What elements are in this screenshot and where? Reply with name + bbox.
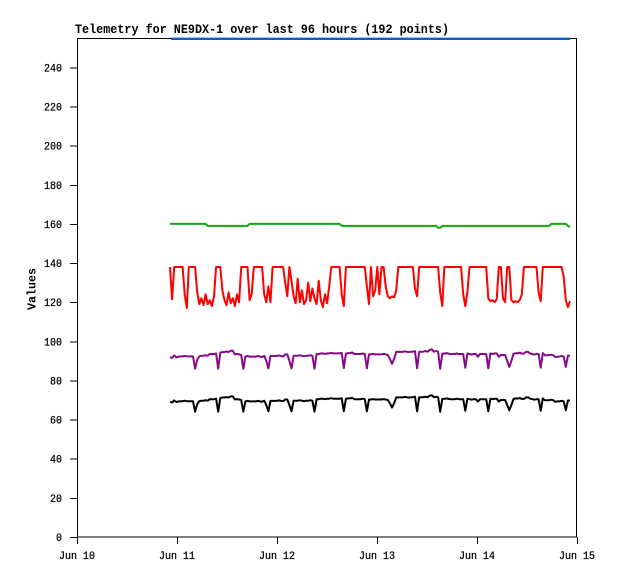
svg-text:Telemetry for NE9DX-1 over las: Telemetry for NE9DX-1 over last 96 hours… [75, 22, 449, 37]
svg-text:220: 220 [44, 103, 62, 115]
svg-text:120: 120 [44, 298, 62, 310]
svg-text:80: 80 [50, 377, 62, 389]
svg-text:0: 0 [56, 533, 62, 545]
svg-text:100: 100 [44, 337, 62, 349]
svg-text:140: 140 [44, 259, 62, 271]
svg-text:240: 240 [44, 63, 62, 75]
svg-text:Jun 11: Jun 11 [159, 551, 195, 563]
svg-text:Jun 13: Jun 13 [359, 551, 395, 563]
svg-text:40: 40 [50, 455, 62, 467]
svg-text:Jun 10: Jun 10 [59, 551, 95, 563]
svg-text:20: 20 [50, 494, 62, 506]
svg-text:Values: Values [26, 268, 40, 310]
svg-text:60: 60 [50, 416, 62, 428]
svg-text:160: 160 [44, 220, 62, 232]
svg-text:Jun 12: Jun 12 [259, 551, 295, 563]
svg-text:Jun 14: Jun 14 [459, 551, 495, 563]
svg-text:200: 200 [44, 142, 62, 154]
svg-text:180: 180 [44, 181, 62, 193]
svg-text:Jun 15: Jun 15 [559, 551, 595, 563]
